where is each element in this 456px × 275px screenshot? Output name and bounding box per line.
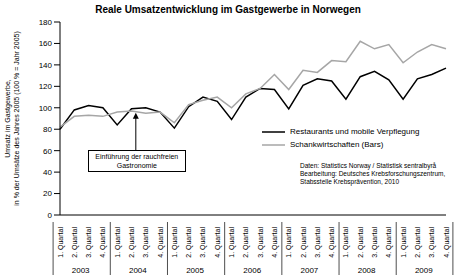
- svg-text:4. Quartal: 4. Quartal: [385, 227, 393, 258]
- svg-text:in % der Umsätze des Jahres 20: in % der Umsätze des Jahres 2005 (100 % …: [13, 31, 21, 206]
- svg-text:2007: 2007: [301, 266, 319, 275]
- svg-text:4. Quartal: 4. Quartal: [157, 227, 165, 258]
- svg-text:0: 0: [48, 211, 53, 220]
- html-text:Reale Umsatzentwicklung im Gas: Reale Umsatzentwicklung im Gastgewerbe i…: [95, 4, 361, 15]
- html-text:Schankwirtschaften (Bars): Schankwirtschaften (Bars): [290, 140, 384, 149]
- svg-text:1. Quartal: 1. Quartal: [342, 227, 350, 258]
- svg-text:2. Quartal: 2. Quartal: [71, 227, 79, 258]
- svg-text:2. Quartal: 2. Quartal: [242, 227, 250, 258]
- html-text:Stabsstelle Krebsprävention, 2: Stabsstelle Krebsprävention, 2010: [300, 178, 399, 185]
- svg-text:40: 40: [43, 168, 52, 177]
- svg-text:3. Quartal: 3. Quartal: [314, 227, 322, 258]
- svg-text:2. Quartal: 2. Quartal: [128, 227, 136, 258]
- svg-text:4. Quartal: 4. Quartal: [443, 227, 449, 258]
- svg-text:2. Quartal: 2. Quartal: [300, 227, 308, 258]
- svg-text:2003: 2003: [72, 266, 90, 275]
- svg-text:140: 140: [39, 61, 53, 70]
- svg-text:3. Quartal: 3. Quartal: [199, 227, 207, 258]
- svg-text:1. Quartal: 1. Quartal: [57, 227, 65, 258]
- svg-text:180: 180: [39, 18, 53, 27]
- svg-text:120: 120: [39, 82, 53, 91]
- svg-text:4. Quartal: 4. Quartal: [99, 227, 107, 258]
- svg-text:3. Quartal: 3. Quartal: [428, 227, 436, 258]
- svg-text:3. Quartal: 3. Quartal: [371, 227, 379, 258]
- svg-text:2008: 2008: [358, 266, 376, 275]
- svg-text:Umsatz im Gastgewerbe,: Umsatz im Gastgewerbe,: [8, 79, 12, 158]
- html-text:Restaurants und mobile Verpfle: Restaurants und mobile Verpflegung: [290, 127, 420, 136]
- svg-text:4. Quartal: 4. Quartal: [271, 227, 279, 258]
- svg-text:2006: 2006: [243, 266, 261, 275]
- svg-text:4. Quartal: 4. Quartal: [328, 227, 336, 258]
- svg-text:1. Quartal: 1. Quartal: [114, 227, 122, 258]
- svg-text:2004: 2004: [129, 266, 147, 275]
- html-text:Daten: Statistics Norway / Sta: Daten: Statistics Norway / Statistisk se…: [300, 162, 437, 169]
- svg-text:3. Quartal: 3. Quartal: [142, 227, 150, 258]
- svg-text:2. Quartal: 2. Quartal: [414, 227, 422, 258]
- svg-text:2. Quartal: 2. Quartal: [357, 227, 365, 258]
- svg-text:60: 60: [43, 147, 52, 156]
- svg-text:1. Quartal: 1. Quartal: [228, 227, 236, 258]
- svg-text:1. Quartal: 1. Quartal: [285, 227, 293, 258]
- svg-text:4. Quartal: 4. Quartal: [214, 227, 222, 258]
- html-text:Einführung der rauchfreien Gas: Einführung der rauchfreien Gastronomie: [95, 153, 179, 169]
- svg-text:1. Quartal: 1. Quartal: [171, 227, 179, 258]
- svg-text:80: 80: [43, 125, 52, 134]
- svg-text:2. Quartal: 2. Quartal: [185, 227, 193, 258]
- svg-text:2009: 2009: [415, 266, 433, 275]
- html-text:Bearbeitung: Deutsches Krebsfo: Bearbeitung: Deutsches Krebsforschungsze…: [300, 170, 446, 177]
- svg-text:100: 100: [39, 104, 53, 113]
- svg-text:2005: 2005: [186, 266, 204, 275]
- svg-text:3. Quartal: 3. Quartal: [85, 227, 93, 258]
- svg-text:3. Quartal: 3. Quartal: [257, 227, 265, 258]
- svg-text:20: 20: [43, 189, 52, 198]
- svg-text:1. Quartal: 1. Quartal: [400, 227, 408, 258]
- svg-text:160: 160: [39, 39, 53, 48]
